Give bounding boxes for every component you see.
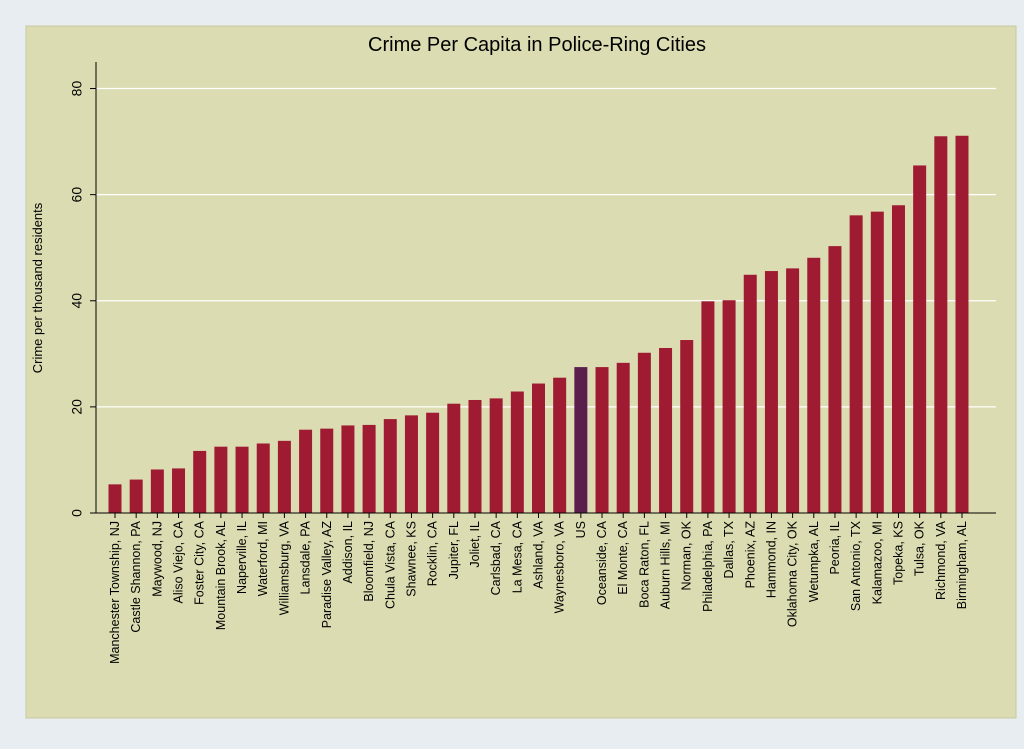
bar [616,362,630,513]
x-tick-label: Addison, IL [341,521,355,584]
x-tick-label: Manchester Township, NJ [108,521,122,664]
bar [426,412,440,513]
bar [595,367,609,513]
x-tick-label: San Antonio, TX [849,520,863,611]
x-tick-label: Mountain Brook, AL [214,521,228,630]
bar [489,398,503,513]
x-tick-label: Topeka, KS [891,521,905,585]
x-tick-label: Bloomfield, NJ [362,521,376,602]
y-tick-label: 40 [69,293,85,309]
bar [891,205,905,513]
x-tick-label: Aliso Viejo, CA [172,520,186,603]
bar [637,352,651,513]
bar [510,391,524,513]
x-tick-label: Hammond, IN [764,521,778,598]
x-tick-label: Waynesboro, VA [553,520,567,613]
bars [108,135,969,514]
x-tick-label: Joliet, IL [468,521,482,568]
bar [913,165,927,513]
x-tick-label: El Monte, CA [616,520,630,594]
bar [468,399,482,513]
y-axis-label: Crime per thousand residents [30,202,45,373]
x-tick-label: Rocklin, CA [426,520,440,586]
bar [383,419,397,513]
bar [299,429,313,513]
bar [277,440,291,513]
bar [235,446,249,513]
bar [108,484,122,513]
bar [532,383,545,513]
bar [447,403,461,513]
x-tick-label: Tulsa, OK [913,520,927,576]
x-tick-label: La Mesa, CA [510,520,524,593]
bar [150,469,164,513]
x-tick-label: Boca Raton, FL [637,521,651,608]
x-tick-label: Lansdale, PA [299,520,313,594]
tick-labels: 0 20 40 60 80 Manchester Township, NJ Castle S… [69,81,969,664]
bar [680,340,694,513]
bar [362,424,376,513]
x-tick-label: Carlsbad, CA [489,520,503,595]
bar [828,246,842,514]
bar [404,415,418,513]
y-tick-label: 80 [69,81,85,97]
x-tick-label: Castle Shannon, PA [129,520,143,632]
x-tick-label: Oceanside, CA [595,520,609,605]
x-tick-label: Chula Vista, CA [383,520,397,609]
x-tick-label: Oklahoma City, OK [786,520,800,627]
bar [955,135,969,513]
bar [870,211,884,513]
bar [722,300,736,513]
x-tick-label: Kalamazoo, MI [870,521,884,604]
bar [214,446,228,513]
bar [934,136,948,513]
x-tick-label: Peoria, IL [828,521,842,575]
bar [764,271,778,513]
x-tick-label: Maywood, NJ [150,521,164,597]
y-tick-label: 20 [69,399,85,415]
gridlines [96,87,996,408]
bar [574,367,588,513]
bar [807,257,821,513]
bar [659,347,673,513]
x-tick-label: Norman, OK [680,520,694,590]
chart-panel [25,25,1017,719]
x-tick-label: Shawnee, KS [404,521,418,597]
axes [90,62,996,518]
bar [553,377,567,513]
x-tick-label: Waterford, MI [256,521,270,596]
x-tick-label: Williamsburg, VA [277,520,291,615]
bar [786,268,800,513]
bar [701,301,715,513]
x-tick-label: Paradise Valley, AZ [320,521,334,629]
x-tick-label: Wetumpka, AL [807,521,821,602]
bar [849,215,863,513]
bar [743,274,757,513]
x-tick-label: Ashland, VA [532,520,546,589]
x-tick-label: Auburn Hills, MI [659,521,673,609]
bar [256,443,270,513]
x-tick-label: Richmond, VA [934,520,948,600]
y-tick-label: 0 [69,509,85,517]
x-tick-label: Foster City, CA [193,520,207,604]
bar [320,428,334,513]
x-tick-label: US [574,521,588,538]
x-tick-label: Jupiter, FL [447,521,461,579]
bar [172,468,186,513]
bar [193,450,207,513]
bar [129,479,143,513]
x-tick-label: Dallas, TX [722,520,736,578]
bar [341,425,355,513]
y-tick-label: 60 [69,187,85,203]
x-tick-label: Philadelphia, PA [701,520,715,611]
chart-title: Crime Per Capita in Police-Ring Cities [368,34,706,56]
x-tick-label: Birmingham, AL [955,521,969,609]
x-tick-label: Phoenix, AZ [743,521,757,589]
x-tick-label: Naperville, IL [235,521,249,594]
